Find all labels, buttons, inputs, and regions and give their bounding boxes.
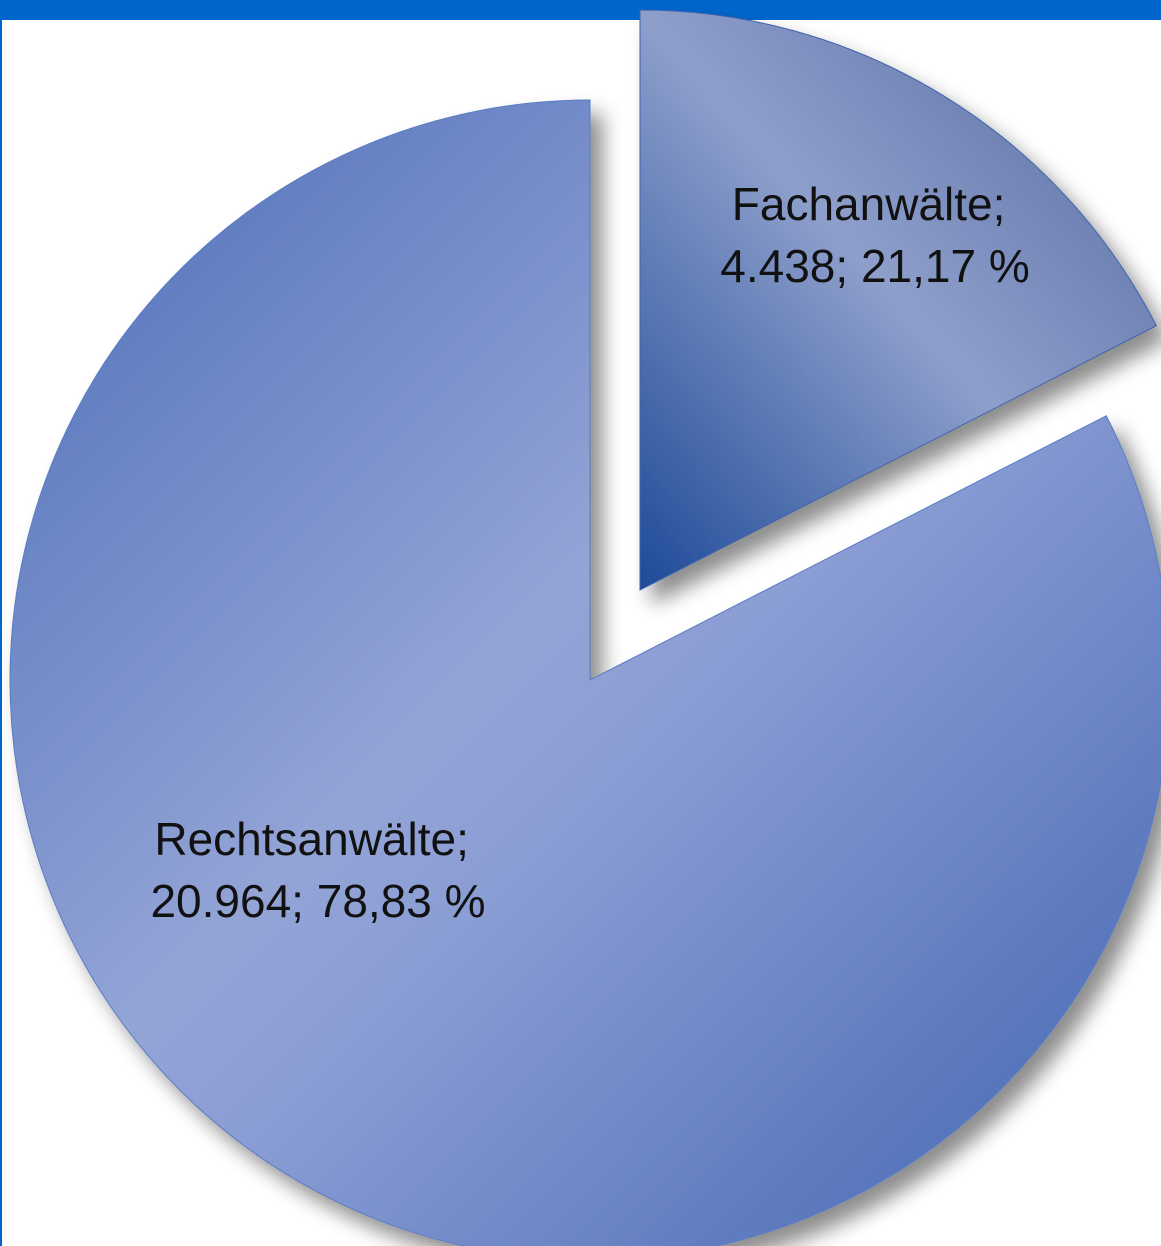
left-border	[0, 20, 2, 1246]
pie	[9, 9, 1161, 1246]
percentage-label: 21,17 %	[861, 240, 1030, 292]
labels: Fachanwälte; 4.438; 21,17 % Rechtsanwälte…	[150, 178, 1029, 927]
data-label: Rechtsanwälte; 20.964; 78,83 %	[150, 813, 485, 927]
category-name: Fachanwälte	[732, 178, 993, 230]
separator: ;	[291, 875, 317, 927]
pie-slice	[639, 9, 1157, 591]
separator: ;	[835, 240, 861, 292]
percentage-label: 78,83 %	[317, 875, 486, 927]
data-label: Fachanwälte; 4.438; 21,17 %	[720, 178, 1029, 292]
separator: ;	[993, 178, 1019, 230]
header-bar	[0, 0, 1161, 20]
pie-slice	[9, 99, 1161, 1246]
category-name: Rechtsanwälte	[154, 813, 456, 865]
separator: ;	[456, 813, 482, 865]
value-label: 4.438	[720, 240, 835, 292]
value-label: 20.964	[150, 875, 291, 927]
